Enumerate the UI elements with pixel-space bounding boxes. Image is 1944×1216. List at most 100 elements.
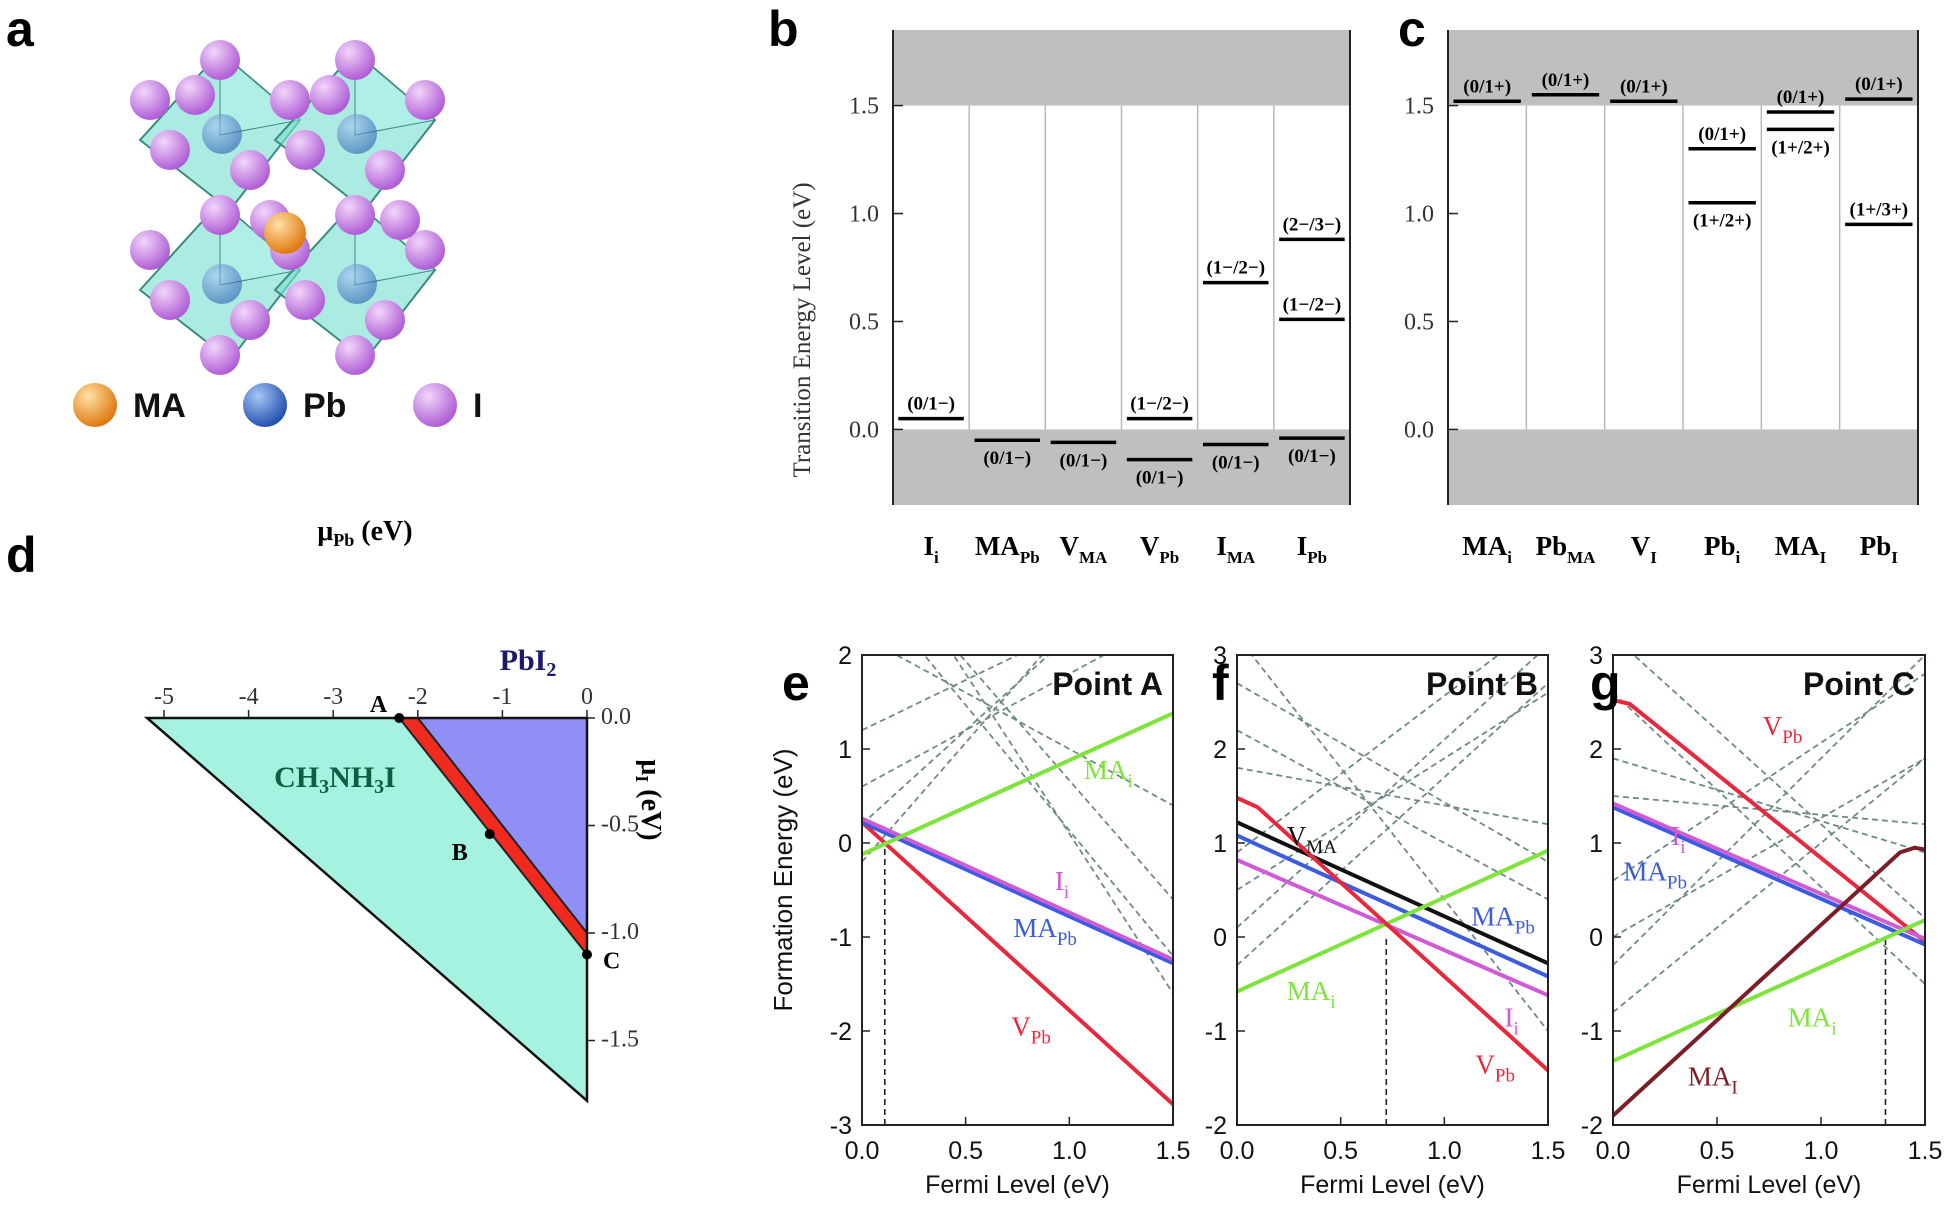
dashed-defect-line xyxy=(894,655,1173,807)
series-label-i-i-base: I xyxy=(1671,821,1680,851)
panel-d-x-tick-label: -3 xyxy=(323,684,343,710)
y-tick-label: 0 xyxy=(1213,924,1227,952)
iodine-atom xyxy=(230,300,270,340)
panel-c-y-tick-label: 0.5 xyxy=(1404,309,1434,335)
panel-c-defect-category-base: V xyxy=(1631,531,1651,561)
panel-c-transition-levels: c 0.00.51.01.5(0/1+)MAi(0/1+)PbMA(0/1+)V… xyxy=(1398,1,1919,567)
x-tick-label: 0.0 xyxy=(1220,1137,1255,1165)
panel-b-transition-level-label: (0/1−) xyxy=(1288,446,1336,467)
series-line-ma-i xyxy=(1613,918,1925,1063)
y-tick-label: 2 xyxy=(1589,736,1603,764)
x-tick-label: 1.0 xyxy=(1052,1137,1087,1165)
series-label-ma-pb-base: MA xyxy=(1013,913,1057,943)
panel-d-y-label-main: μ xyxy=(635,759,666,775)
x-tick-label: 0.5 xyxy=(1323,1137,1358,1165)
iodine-atom xyxy=(230,150,270,190)
panel-c-defect-category-base: MA xyxy=(1775,531,1820,561)
series-label-v-pb-base: V xyxy=(1763,711,1783,741)
series-line-i-i xyxy=(1613,801,1925,941)
panel-b-transition-levels: b Transition Energy Level (eV) 0.0 0.5 1.0… xyxy=(768,1,1351,567)
panel-b-valence-band xyxy=(893,429,1350,505)
point-a-label: A xyxy=(370,692,388,718)
panel-b-transition-level-label: (0/1−) xyxy=(1060,450,1108,471)
panel-b-defect-category-base: I xyxy=(923,531,934,561)
series-label-ma-i: MAi xyxy=(1287,976,1336,1013)
iodine-atom xyxy=(405,230,445,270)
series-label-i-i-sub: i xyxy=(1513,1018,1518,1039)
panel-c-defect-category: MAi xyxy=(1462,531,1512,567)
panel-b-transition-level-label: (0/1−) xyxy=(907,394,955,415)
region-outline xyxy=(143,716,589,1104)
dashed-defect-line xyxy=(1237,729,1548,901)
iodine-atom xyxy=(150,280,190,320)
series-label-i-i: Ii xyxy=(1504,1002,1518,1039)
panel-d-y-label-sub: I xyxy=(632,775,652,782)
panel-b-transition-level-label: (2−/3−) xyxy=(1283,214,1342,235)
panel-b-transition-level-label: (0/1−) xyxy=(1136,468,1184,489)
series-label-v-ma-base: V xyxy=(1287,821,1307,851)
panel-c-transition-level-label: (0/1+) xyxy=(1777,87,1825,108)
panel-a-crystal-structure: a MA Pb I xyxy=(6,1,482,427)
dashed-defect-line xyxy=(1632,655,1925,919)
panel-b-defect-category: VPb xyxy=(1140,531,1179,567)
panel-d-y-axis-label: μI (eV) xyxy=(632,759,666,840)
panel-c-defect-category-sub: i xyxy=(1507,548,1512,567)
series-label-ma-i-base: MA xyxy=(1084,755,1128,785)
iodine-atom xyxy=(335,195,375,235)
crystal-structure-illustration xyxy=(130,40,445,375)
series-label-v-ma-sub: MA xyxy=(1306,837,1337,858)
panel-c-defect-category-base: Pb xyxy=(1704,531,1736,561)
panel-c-defect-category-sub: MA xyxy=(1567,548,1596,567)
series-line-ma-i xyxy=(1613,845,1925,1118)
panel-b-transition-level-label: (1−/2−) xyxy=(1130,394,1189,415)
ch3nh3i-part-3: I xyxy=(384,761,396,794)
series-label-v-pb: VPb xyxy=(1011,1012,1051,1049)
iodine-atom xyxy=(285,130,325,170)
panel-d-plot: -5 -4 -3 -2 -1 0 0.0 -0.5 -1.0 -1.5 A B C xyxy=(143,684,639,1104)
y-tick-label: 2 xyxy=(1213,736,1227,764)
panel-c-transition-level-label: (1+/2+) xyxy=(1771,137,1830,158)
panel-letter-a: a xyxy=(6,1,35,57)
panel-b-defect-category-sub: i xyxy=(934,548,939,567)
dashed-defect-line xyxy=(1237,691,1548,891)
panel-d-y-tick-label: -0.5 xyxy=(601,812,639,838)
panel-d-x-axis-label: μPb (eV) xyxy=(317,516,412,550)
region-label-ch3nh3i: CH3NH3I xyxy=(274,761,396,798)
point-b-label: B xyxy=(452,840,468,866)
iodine-atom xyxy=(335,335,375,375)
series-label-v-pb-sub: Pb xyxy=(1495,1065,1515,1086)
series-label-i-i-base: I xyxy=(1504,1002,1513,1032)
dashed-defect-line xyxy=(1613,795,1925,826)
plot-area xyxy=(1613,655,1925,1125)
dashed-defect-line xyxy=(1613,757,1925,1013)
panel-title: Point C xyxy=(1803,666,1915,702)
series-label-ma-i: MAi xyxy=(1788,1002,1837,1039)
panel-d-y-tick-label: -1.0 xyxy=(601,919,639,945)
series-line-ma-i xyxy=(862,711,1173,857)
panel-d-x-tick-label: 0 xyxy=(581,684,593,710)
panel-b-defect-category-base: I xyxy=(1297,531,1308,561)
series-line-i-i xyxy=(862,816,1173,962)
panel-b-transition-level-label: (1−/2−) xyxy=(1206,258,1265,279)
panel-c-defect-category-base: Pb xyxy=(1860,531,1892,561)
panel-c-transition-level-label: (0/1+) xyxy=(1542,70,1590,91)
plot-frame xyxy=(1236,654,1549,1126)
panel-b-defect-category-sub: Pb xyxy=(1020,548,1040,567)
series-line-v-pb xyxy=(862,820,1173,1106)
x-axis-label: Fermi Level (eV) xyxy=(1677,1171,1862,1199)
ch3nh3i-sub-1: 3 xyxy=(319,776,329,798)
panel-c-conduction-band xyxy=(1448,30,1918,106)
panel-b-y-axis-label: Transition Energy Level (eV) xyxy=(789,182,816,477)
panel-b-plot: 0.00.51.01.5(0/1−)Ii(0/1−)MAPb(0/1−)VMA(… xyxy=(849,30,1351,567)
series-label-i-i: Ii xyxy=(1055,866,1069,903)
panel-b-defect-category: IMA xyxy=(1216,531,1256,567)
pb-atom xyxy=(337,114,377,154)
legend-swatch-pb xyxy=(243,383,287,427)
series-label-ma-pb-sub: Pb xyxy=(1057,929,1077,950)
panel-b-defect-category-base: V xyxy=(1140,531,1160,561)
panel-b-defect-category-sub: MA xyxy=(1079,548,1108,567)
x-tick-label: 1.5 xyxy=(1156,1137,1191,1165)
point-b-marker xyxy=(484,829,495,840)
series-label-v-pb: VPb xyxy=(1763,711,1803,748)
